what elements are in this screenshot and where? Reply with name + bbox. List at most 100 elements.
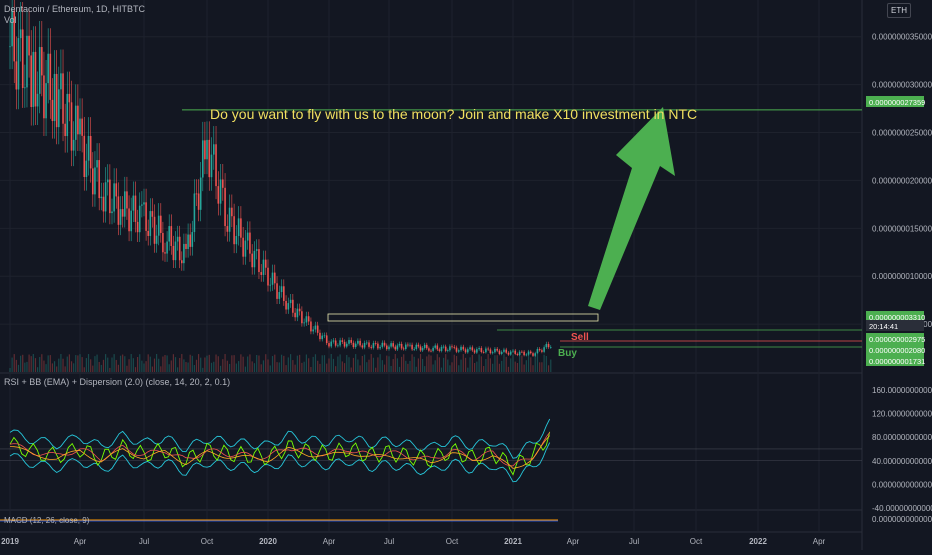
price-tag-text: 20:14:41	[869, 322, 898, 331]
candle-body	[478, 348, 480, 350]
candle-body	[19, 29, 22, 39]
candle-body	[260, 272, 263, 275]
volume-bar	[98, 361, 100, 372]
candle-body	[430, 350, 432, 352]
volume-bar	[413, 356, 415, 372]
volume-bar	[381, 360, 383, 372]
volume-bar	[87, 354, 90, 372]
candle-body	[298, 308, 301, 312]
candle-body	[469, 347, 471, 350]
volume-bar	[172, 354, 174, 372]
candle-body	[305, 316, 308, 323]
volume-bar	[204, 357, 206, 372]
candle-body	[405, 344, 407, 350]
candle-body	[480, 348, 483, 353]
candle-body	[38, 47, 41, 94]
candle-body	[36, 93, 39, 107]
volume-bar	[119, 355, 122, 372]
candle-body	[134, 195, 137, 222]
candle-body	[106, 179, 109, 183]
candle-body	[396, 345, 399, 350]
candle-body	[296, 308, 299, 318]
volume-bar	[94, 356, 96, 372]
volume-bar	[249, 354, 251, 372]
candle-body	[89, 135, 92, 169]
volume-bar	[363, 354, 366, 372]
volume-bar	[17, 364, 20, 372]
volume-bar	[62, 358, 64, 372]
candle-body	[328, 343, 330, 347]
volume-bar	[100, 364, 102, 372]
volume-bar	[219, 365, 222, 372]
volume-bar	[519, 354, 521, 372]
volume-bar	[247, 356, 249, 372]
volume-bar	[483, 366, 485, 372]
volume-bar	[105, 354, 107, 372]
candle-body	[269, 284, 272, 286]
candle-body	[117, 196, 120, 225]
bb-lower-line	[9, 442, 551, 483]
candle-body	[143, 202, 145, 205]
x-tick-label: Jul	[139, 537, 149, 546]
candle-body	[235, 236, 238, 245]
candle-body	[310, 321, 312, 332]
volume-bar	[83, 367, 85, 372]
candle-body	[74, 105, 77, 140]
volume-bar	[539, 362, 541, 372]
volume-bar	[335, 366, 337, 372]
volume-bar	[158, 358, 160, 372]
candle-body	[83, 135, 86, 178]
volume-bar	[386, 355, 388, 372]
volume-bar	[149, 356, 151, 372]
volume-bar	[396, 358, 398, 372]
candle-body	[323, 335, 326, 337]
volume-bar	[233, 355, 235, 372]
volume-bar	[447, 359, 449, 372]
volume-bar	[278, 362, 280, 372]
x-tick-label: Oct	[690, 537, 703, 546]
candle-body	[249, 232, 251, 254]
candle-body	[79, 118, 81, 135]
candle-body	[104, 182, 107, 212]
volume-bar	[432, 364, 434, 372]
candle-body	[457, 350, 460, 352]
volume-bar	[200, 357, 202, 372]
candle-body	[345, 343, 348, 347]
candle-body	[262, 259, 265, 275]
candle-body	[278, 292, 281, 299]
currency-button[interactable]: ETH	[887, 3, 911, 18]
volume-bar	[58, 358, 60, 372]
volume-bar	[430, 355, 432, 372]
volume-bar	[111, 357, 113, 372]
volume-bar	[96, 354, 98, 372]
candle-body	[242, 237, 244, 257]
candle-body	[460, 346, 462, 351]
candle-body	[276, 283, 278, 299]
volume-bar	[11, 357, 13, 372]
volume-bar	[213, 361, 215, 372]
y-tick-label: 0.000000035000	[872, 33, 932, 42]
candle-body	[28, 35, 30, 56]
volume-bar	[379, 354, 381, 372]
volume-bar	[189, 354, 191, 372]
candle-body	[109, 179, 111, 214]
x-tick-label: 2020	[259, 537, 277, 546]
volume-bar	[79, 354, 81, 372]
candle-body	[60, 73, 62, 90]
candle-body	[285, 300, 287, 310]
volume-bar	[424, 366, 426, 372]
volume-bar	[102, 359, 105, 372]
candle-body	[413, 348, 415, 350]
volume-bar	[471, 354, 473, 372]
candle-body	[440, 346, 443, 351]
candle-body	[228, 207, 231, 232]
range-box	[327, 313, 599, 322]
candle-body	[432, 347, 434, 351]
volume-bar	[361, 355, 363, 372]
volume-bar	[415, 366, 417, 372]
volume-bar	[20, 355, 22, 372]
volume-bar	[547, 365, 550, 372]
candle-body	[325, 335, 328, 344]
rsi-y-tick-label: 80.000000000000	[872, 433, 932, 442]
